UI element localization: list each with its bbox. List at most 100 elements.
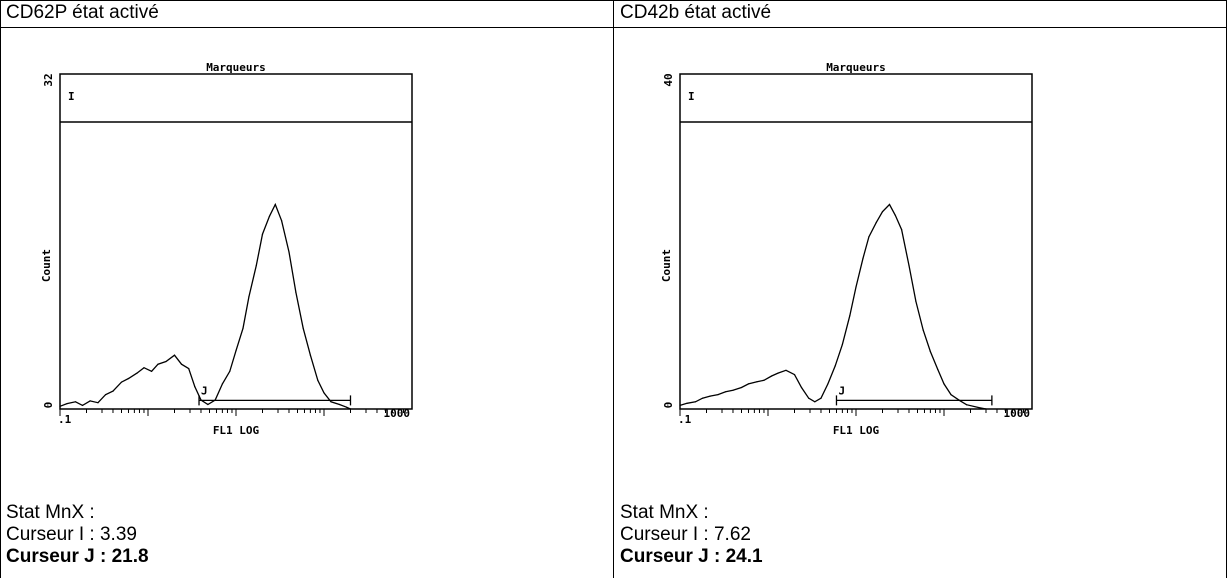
right-plot-frame: [679, 73, 1033, 410]
left-data-point: [120, 381, 123, 383]
left-data-point: [295, 291, 297, 293]
right-data-point: [922, 329, 924, 331]
left-stats-title: Stat MnX :: [6, 502, 95, 523]
right-data-point: [771, 375, 773, 377]
right-data-point: [827, 383, 829, 385]
right-data-point: [868, 236, 870, 238]
left-data-point: [323, 392, 325, 394]
right-data-point: [709, 395, 711, 397]
left-marker-j-label: J: [201, 384, 208, 397]
right-data-point: [740, 386, 743, 389]
right-marker-j-label: J: [838, 384, 845, 397]
left-data-point: [112, 390, 114, 392]
right-data-point: [901, 229, 903, 231]
right-xlabel: FL1 LOG: [833, 424, 880, 437]
left-data-point: [274, 203, 276, 206]
right-xtick-max: 1000: [1004, 407, 1031, 420]
right-data-point: [777, 372, 779, 374]
left-ytick-max: 32: [42, 73, 55, 86]
left-ylabel: Count: [40, 249, 53, 282]
right-data-point: [965, 404, 968, 406]
left-data-point: [345, 406, 348, 408]
left-data-point: [188, 368, 190, 370]
left-data-point: [242, 327, 244, 329]
right-data-point: [732, 389, 734, 391]
left-data-point: [89, 400, 91, 402]
left-data-point: [302, 327, 304, 329]
right-data-point: [717, 394, 719, 396]
left-data-point: [74, 401, 77, 403]
left-data-point: [173, 354, 176, 356]
left-data-point: [143, 367, 145, 369]
right-data-point: [686, 402, 688, 404]
left-data-point: [248, 296, 250, 298]
right-stats: Stat MnX : Curseur I : 7.62 Curseur J : …: [620, 502, 763, 568]
left-data-point: [338, 403, 341, 406]
right-data-point: [793, 374, 796, 376]
right-data-point: [834, 365, 836, 367]
right-data-point: [855, 286, 857, 288]
left-data-point: [268, 215, 271, 217]
left-data-point: [81, 404, 84, 406]
left-data-point: [66, 403, 68, 405]
right-data-point: [800, 386, 803, 389]
right-data-point: [820, 397, 822, 399]
left-data-point: [194, 386, 196, 388]
right-data-point: [785, 369, 787, 371]
left-data-point: [255, 264, 257, 267]
left-data-point: [105, 394, 107, 396]
right-ytick-min: 0: [662, 402, 675, 409]
right-data-point: [814, 401, 816, 403]
right-data-point: [985, 408, 987, 410]
right-data-point: [679, 404, 681, 406]
right-data-point: [841, 343, 843, 345]
right-data-point: [950, 394, 952, 396]
right-histogram-chart: Marqueurs I 40 0 Count .1 1000 FL1 LOG J: [660, 61, 1033, 437]
right-xtick-min: .1: [678, 413, 692, 426]
right-ylabel: Count: [660, 249, 673, 282]
left-data-point: [309, 354, 311, 356]
right-data-point: [862, 257, 864, 259]
left-data-point: [59, 405, 61, 407]
left-data-point: [221, 383, 223, 385]
left-xtick-min: .1: [58, 413, 72, 426]
left-data-point: [229, 370, 231, 372]
right-stats-title: Stat MnX :: [620, 502, 709, 523]
left-data-point: [330, 401, 332, 403]
right-marker-i-label: I: [688, 90, 695, 103]
left-plot-frame: [59, 73, 413, 410]
table-left-border: [0, 0, 1, 578]
left-ytick-min: 0: [42, 402, 55, 409]
left-data-point: [165, 360, 167, 363]
right-title: Marqueurs: [826, 61, 886, 74]
left-cursor-j: Curseur J : 21.8: [6, 546, 149, 567]
left-data-point: [151, 370, 153, 372]
right-data-point: [756, 381, 758, 383]
table-middle-border: [613, 0, 614, 578]
right-data-point: [808, 397, 810, 399]
right-cursor-j: Curseur J : 24.1: [620, 546, 763, 567]
left-data-point: [136, 372, 138, 374]
right-data-point: [881, 211, 884, 213]
right-data-point: [894, 214, 896, 216]
left-histogram-chart: Marqueurs I 32 0 Count .1 1000 FL1 LOG J: [40, 61, 413, 437]
left-xlabel: FL1 LOG: [213, 424, 260, 437]
left-title: Marqueurs: [206, 61, 266, 74]
left-data-point: [317, 379, 319, 381]
right-ytick-max: 40: [662, 73, 675, 86]
left-panel-header: CD62P état activé: [6, 2, 159, 23]
right-data-point: [908, 264, 910, 267]
left-xtick-max: 1000: [384, 407, 411, 420]
right-data-point: [763, 379, 765, 381]
right-data-point: [888, 203, 891, 206]
left-data-point: [261, 233, 264, 235]
left-data-point: [288, 251, 290, 253]
left-data-point: [235, 350, 237, 352]
right-data-point: [943, 383, 945, 385]
right-data-point: [725, 391, 727, 393]
left-histogram-line: [59, 202, 351, 410]
right-data-point: [849, 315, 851, 317]
left-data-point: [157, 363, 159, 365]
left-marker-i-label: I: [68, 90, 75, 103]
right-data-point: [915, 300, 917, 302]
